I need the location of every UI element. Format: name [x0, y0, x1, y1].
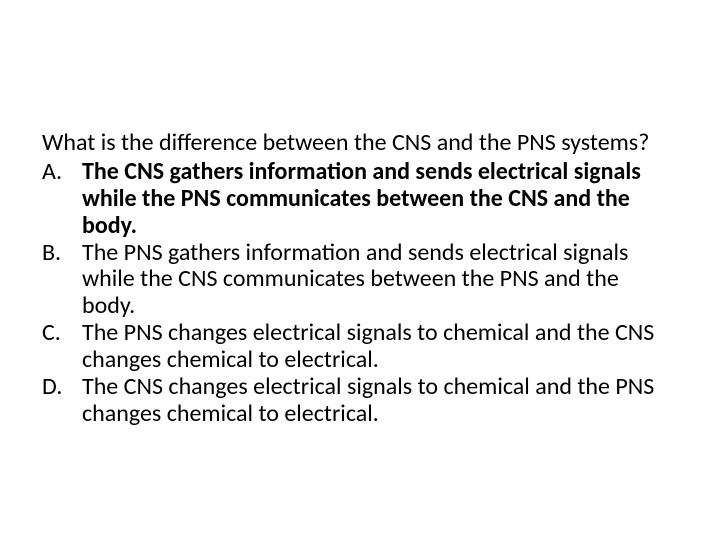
option-text-b: The PNS gathers information and sends el…	[82, 238, 628, 321]
option-a: A. The CNS gathers information and sends…	[82, 159, 665, 240]
option-b: B. The PNS gathers information and sends…	[82, 240, 665, 321]
option-letter-a: A.	[42, 159, 77, 186]
options-list: A. The CNS gathers information and sends…	[42, 159, 665, 428]
option-letter-c: C.	[42, 320, 77, 347]
option-text-c: The PNS changes electrical signals to ch…	[82, 318, 654, 374]
option-letter-d: D.	[42, 374, 77, 401]
option-text-d: The CNS changes electrical signals to ch…	[82, 372, 654, 428]
option-c: C. The PNS changes electrical signals to…	[82, 320, 665, 374]
question-text: What is the difference between the CNS a…	[42, 130, 665, 157]
option-d: D. The CNS changes electrical signals to…	[82, 374, 665, 428]
option-text-a: The CNS gathers information and sends el…	[82, 157, 641, 240]
option-letter-b: B.	[42, 240, 77, 267]
